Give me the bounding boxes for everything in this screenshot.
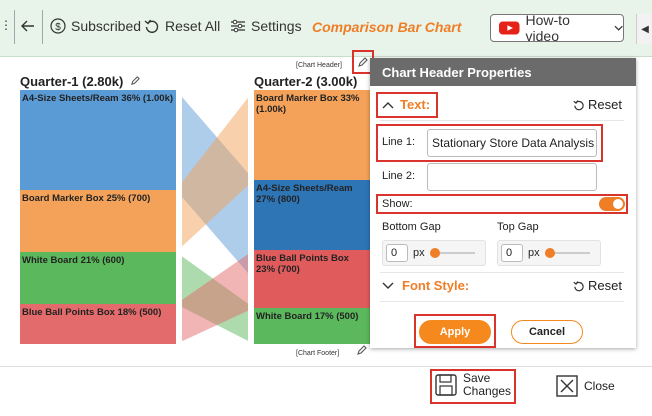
undo-icon <box>573 280 584 291</box>
settings-button[interactable]: Settings <box>230 18 302 34</box>
chevron-down-icon <box>382 282 394 289</box>
quarter-1-title: Quarter-1 (2.80k) <box>20 74 141 89</box>
comparison-connectors <box>176 90 254 344</box>
font-style-label: Font Style: <box>402 278 470 293</box>
subscribed-button[interactable]: $ Subscribed <box>50 18 141 34</box>
pencil-icon[interactable] <box>130 75 141 86</box>
q1-segment-blue-ball-points[interactable]: Blue Ball Points Box 18% (500) <box>20 304 176 344</box>
chart-type-title: Comparison Bar Chart <box>312 19 462 35</box>
bar-gap <box>248 90 254 344</box>
toolbar-divider <box>14 10 15 44</box>
caret-left-icon: ◀ <box>641 23 649 35</box>
bottom-gap-label: Bottom Gap <box>382 221 441 233</box>
section-divider <box>380 272 624 273</box>
section-divider <box>380 301 624 302</box>
bottom-gap-slider-track[interactable] <box>431 252 475 254</box>
text-section-toggle[interactable]: Text: <box>382 97 430 112</box>
font-style-section-toggle[interactable]: Font Style: <box>382 278 469 293</box>
bottom-gap-input[interactable]: 0 <box>386 244 408 262</box>
howto-video-dropdown[interactable]: How-to video <box>490 12 624 44</box>
chart-footer-placeholder[interactable]: [Chart Footer] <box>296 350 340 357</box>
howto-label: How-to video <box>525 12 570 44</box>
chart-header-placeholder[interactable]: [Chart Header] <box>296 62 342 69</box>
save-changes-button[interactable]: Save Changes <box>435 372 511 398</box>
save-changes-text: Save Changes <box>463 372 511 398</box>
quarter-1-title-text: Quarter-1 (2.80k) <box>20 74 124 89</box>
font-style-reset-button[interactable]: Reset <box>573 278 622 293</box>
svg-text:$: $ <box>55 22 61 33</box>
line2-input[interactable] <box>427 163 597 191</box>
q1-segment-a4-sheets[interactable]: A4-Size Sheets/Ream 36% (1.00k) <box>20 90 176 190</box>
line1-input[interactable]: Stationary Store Data Analysis <box>427 129 597 157</box>
dollar-coin-icon: $ <box>50 18 66 34</box>
line1-label: Line 1: <box>382 136 416 148</box>
chevron-down-icon <box>614 25 623 31</box>
apply-highlight <box>414 314 496 348</box>
bottom-gap-unit: px <box>413 247 425 259</box>
show-toggle[interactable] <box>599 197 625 211</box>
collapse-handle[interactable]: ⋮ <box>0 18 12 32</box>
text-reset-label: Reset <box>588 97 622 112</box>
connector-blue-ball-points <box>176 250 254 344</box>
text-reset-button[interactable]: Reset <box>573 97 622 112</box>
close-icon <box>556 375 578 397</box>
undo-icon <box>144 19 159 33</box>
top-gap-slider-track[interactable] <box>546 252 590 254</box>
apply-button[interactable]: Apply <box>419 320 491 344</box>
subscribed-label: Subscribed <box>71 18 142 34</box>
q2-segment-white-board[interactable]: White Board 17% (500) <box>254 308 370 344</box>
q2-segment-board-marker[interactable]: Board Marker Box 33% (1.00k) <box>254 90 370 180</box>
top-gap-unit: px <box>528 247 540 259</box>
sliders-icon <box>231 19 245 33</box>
text-section-label: Text: <box>400 97 431 112</box>
close-button[interactable]: Close <box>556 375 615 397</box>
undo-icon <box>573 99 584 110</box>
settings-label: Settings <box>251 18 302 34</box>
chart-header-properties-panel: Chart Header Properties <box>370 58 636 348</box>
back-button[interactable] <box>20 18 36 34</box>
save-line1: Save <box>463 371 491 385</box>
q1-segment-white-board[interactable]: White Board 21% (600) <box>20 252 176 304</box>
save-changes-highlight <box>430 369 516 404</box>
toolbar-divider <box>42 10 43 44</box>
top-gap-input[interactable]: 0 <box>501 244 523 262</box>
close-label: Close <box>584 379 615 393</box>
youtube-icon <box>499 21 520 35</box>
quarter-2-title-text: Quarter-2 (3.00k) <box>254 74 358 89</box>
toolbar: ⋮ $ Subscribed Reset All Settings Compar… <box>0 0 652 57</box>
panel-title: Chart Header Properties <box>370 58 636 86</box>
back-arrow-icon <box>21 20 34 32</box>
chevron-up-icon <box>382 101 394 108</box>
scroll-right-button[interactable]: ◀ <box>636 14 652 44</box>
show-row-highlight <box>376 194 628 214</box>
quarter-2-title: Quarter-2 (3.00k) <box>254 74 357 89</box>
floppy-disk-icon <box>435 374 457 396</box>
pencil-icon[interactable] <box>357 56 369 68</box>
cancel-button[interactable]: Cancel <box>511 320 583 344</box>
pencil-icon[interactable] <box>356 344 368 356</box>
show-label: Show: <box>382 198 413 210</box>
bar-gap <box>176 90 182 344</box>
line2-label: Line 2: <box>382 170 416 182</box>
top-gap-slider-thumb[interactable] <box>545 248 555 258</box>
q1-segment-board-marker[interactable]: Board Marker Box 25% (700) <box>20 190 176 252</box>
line1-highlight <box>376 124 603 162</box>
font-style-reset-label: Reset <box>588 278 622 293</box>
reset-all-label: Reset All <box>165 18 221 34</box>
save-line2: Changes <box>463 384 512 398</box>
section-divider <box>380 120 624 121</box>
bottom-action-bar <box>0 366 652 416</box>
bottom-gap-slider-thumb[interactable] <box>430 248 440 258</box>
reset-all-button[interactable]: Reset All <box>144 18 220 34</box>
q2-segment-a4-sheets[interactable]: A4-Size Sheets/Ream 27% (800) <box>254 180 370 250</box>
top-gap-label: Top Gap <box>497 221 539 233</box>
q2-segment-blue-ball-points[interactable]: Blue Ball Points Box 23% (700) <box>254 250 370 308</box>
connector-board-marker <box>176 90 254 252</box>
text-section-highlight <box>376 92 438 118</box>
